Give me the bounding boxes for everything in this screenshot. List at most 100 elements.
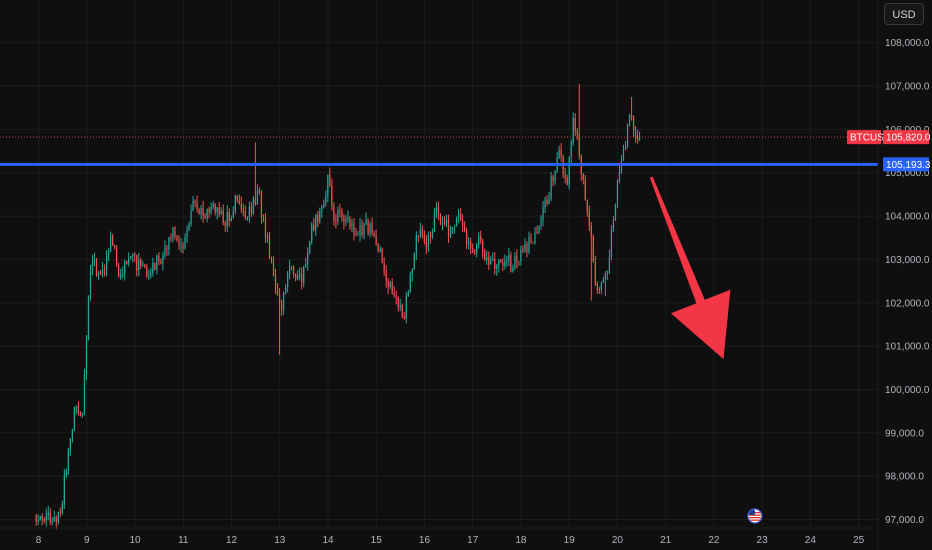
candle-body — [463, 226, 466, 231]
candle-body — [311, 224, 313, 242]
candle-body — [391, 282, 393, 293]
candle-body — [574, 118, 576, 132]
candle — [472, 243, 474, 254]
candle — [317, 211, 319, 227]
candle — [116, 245, 118, 267]
candle — [65, 468, 67, 479]
candle — [413, 252, 415, 271]
candle-body — [53, 517, 55, 521]
candle-body — [606, 273, 609, 275]
candle — [542, 200, 544, 227]
candle — [550, 171, 552, 202]
candle — [91, 254, 94, 276]
candle-body — [43, 518, 45, 522]
candle — [510, 251, 512, 273]
candle-body — [365, 219, 367, 225]
us-flag-icon[interactable] — [747, 508, 763, 524]
candle-body — [226, 212, 228, 226]
candle — [156, 254, 158, 275]
candle-body — [124, 261, 126, 274]
candle-body — [210, 207, 212, 213]
candle-body — [51, 520, 53, 523]
candle — [596, 281, 598, 295]
candle — [164, 240, 166, 259]
candle — [109, 231, 112, 253]
candle — [321, 204, 323, 219]
candle-body — [152, 262, 154, 274]
candle-body — [474, 252, 476, 254]
candle — [210, 202, 212, 215]
candle — [455, 216, 458, 227]
candle-body — [347, 217, 349, 220]
candle — [484, 248, 486, 261]
y-tick-label: 107,000.0 — [885, 82, 930, 93]
candle — [500, 258, 502, 263]
candle-body — [172, 227, 174, 238]
candle — [451, 226, 454, 235]
candle-body — [222, 210, 224, 223]
candle-body — [39, 516, 41, 521]
time-axis[interactable]: 8 9 10 11 12 13 14 15 16 17 18 19 20 21 22 23 24 25 — [0, 527, 878, 546]
candle-body — [89, 270, 92, 297]
flag-ring — [747, 508, 763, 524]
candle — [282, 291, 285, 315]
candle — [367, 218, 369, 236]
x-tick-label: 12 — [226, 535, 238, 546]
x-tick-label: 24 — [805, 535, 817, 546]
candle-body — [375, 236, 377, 244]
candle-body — [252, 198, 255, 214]
candle — [43, 517, 45, 524]
candle-body — [144, 264, 146, 267]
last-price-tag: BTCUSD 105,820.0 — [847, 130, 931, 145]
candle-body — [367, 219, 369, 234]
candle — [351, 218, 353, 233]
candle — [138, 252, 140, 277]
candle-body — [459, 213, 462, 221]
candle-body — [41, 516, 43, 519]
candle-body — [230, 217, 232, 222]
candle-body — [309, 241, 311, 253]
candle — [293, 265, 295, 278]
candle — [57, 511, 59, 525]
candle-body — [516, 255, 518, 262]
candle-body — [278, 294, 281, 304]
candle — [319, 207, 321, 224]
candle-body — [132, 253, 134, 257]
candle — [202, 200, 204, 223]
candle — [355, 227, 357, 237]
y-tick-label: 108,000.0 — [885, 38, 930, 49]
candle-body — [315, 214, 317, 230]
candle — [490, 256, 492, 266]
candle — [35, 514, 37, 526]
candle-body — [35, 515, 37, 522]
economic-event-marker[interactable] — [747, 508, 763, 524]
candle — [204, 213, 206, 219]
candle — [184, 233, 186, 250]
candle — [120, 268, 122, 280]
candle — [186, 225, 188, 243]
candle-body — [584, 179, 586, 200]
candle-body — [71, 430, 74, 439]
candle-body — [429, 235, 432, 238]
candle-body — [385, 270, 387, 281]
candle — [266, 232, 269, 243]
candle-body — [126, 261, 128, 264]
candle — [586, 199, 588, 217]
candle — [252, 196, 255, 215]
candle-body — [198, 208, 200, 215]
candle — [226, 204, 228, 232]
candle-body — [468, 241, 470, 244]
flag-canton — [748, 510, 755, 515]
candle-body — [387, 280, 389, 288]
candle — [391, 278, 393, 295]
candle — [333, 202, 335, 226]
candle-body — [168, 237, 170, 250]
candle-body — [616, 181, 619, 206]
candle-body — [449, 228, 452, 237]
candle — [347, 210, 349, 223]
currency-button[interactable]: USD — [884, 3, 924, 25]
candle-body — [190, 210, 192, 225]
candle-body — [482, 240, 484, 253]
candle — [560, 143, 562, 162]
